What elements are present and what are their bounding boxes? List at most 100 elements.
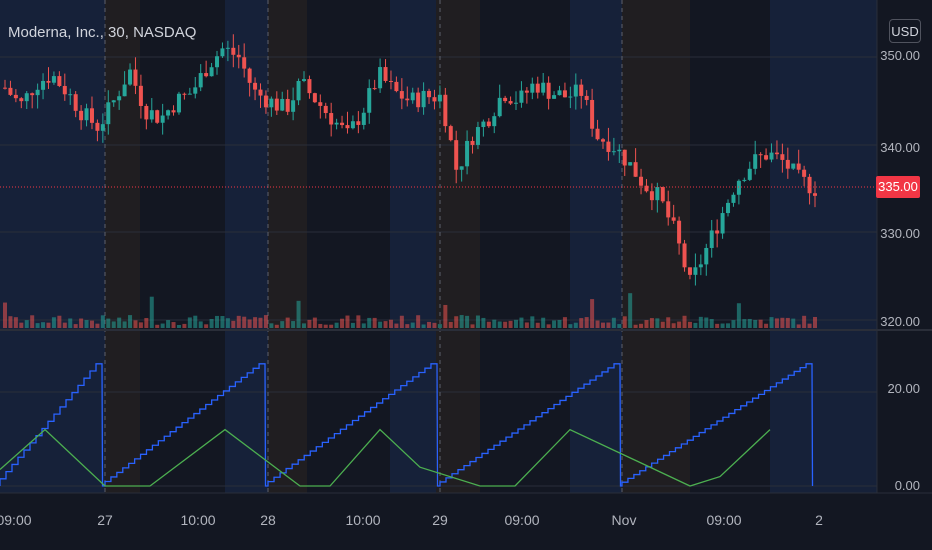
- candle-body: [149, 110, 154, 120]
- candle-body: [253, 82, 258, 90]
- volume-bar: [323, 324, 328, 328]
- volume-bar: [160, 323, 165, 328]
- session-bands: [0, 0, 877, 493]
- candle-body: [410, 92, 415, 101]
- volume-bar: [584, 317, 589, 328]
- volume-bar: [524, 322, 529, 328]
- volume-bar: [41, 322, 46, 328]
- volume-bar: [269, 323, 274, 328]
- candle-body: [280, 98, 285, 111]
- candle-body: [388, 80, 393, 82]
- candle-body: [122, 84, 127, 97]
- candle-body: [622, 149, 627, 166]
- volume-bar: [557, 320, 562, 328]
- candle-body: [813, 193, 817, 196]
- volume-bar: [176, 324, 181, 328]
- volume-bar: [345, 315, 350, 328]
- candle-body: [698, 264, 703, 268]
- candle-body: [13, 94, 18, 99]
- candle-body: [791, 163, 796, 169]
- indicator-label-0: 0.00: [894, 478, 920, 493]
- volume-bar: [372, 317, 377, 328]
- volume-bar: [35, 323, 40, 328]
- candle-body: [35, 89, 40, 96]
- candle-body: [687, 267, 692, 275]
- candle-body: [736, 180, 741, 195]
- candle-body: [41, 80, 46, 90]
- candle-body: [301, 79, 306, 81]
- volume-bar: [644, 320, 649, 328]
- session-band: [622, 0, 690, 493]
- candle-body: [693, 267, 698, 275]
- candle-body: [639, 176, 644, 186]
- volume-bar: [280, 321, 285, 328]
- volume-bar: [481, 317, 486, 328]
- candle-body: [138, 85, 143, 106]
- volume-bar: [144, 318, 149, 328]
- volume-bar: [579, 318, 584, 328]
- volume-bar: [595, 320, 600, 328]
- currency-button[interactable]: USD: [889, 19, 921, 43]
- volume-bar: [258, 317, 263, 328]
- volume-bar: [562, 317, 567, 328]
- volume-bar: [291, 321, 296, 328]
- volume-bar: [677, 321, 682, 328]
- volume-bar: [552, 320, 557, 328]
- volume-bar: [437, 324, 442, 328]
- volume-bar: [89, 320, 94, 328]
- candle-body: [454, 140, 459, 170]
- volume-bar: [307, 319, 312, 328]
- candle-body: [3, 87, 7, 89]
- volume-bar: [204, 324, 209, 328]
- volume-bar: [758, 319, 763, 328]
- candle-body: [46, 80, 51, 83]
- volume-bar: [247, 319, 252, 328]
- time-label: 27: [97, 512, 113, 528]
- volume-bar: [780, 317, 785, 328]
- candle-body: [465, 140, 470, 167]
- candle-body: [709, 230, 714, 248]
- candle-body: [546, 82, 551, 99]
- volume-bar: [209, 318, 214, 328]
- volume-bar: [508, 320, 513, 328]
- volume-bar: [742, 319, 747, 328]
- candle-body: [552, 95, 557, 99]
- candle-body: [106, 102, 111, 125]
- volume-bar: [236, 315, 241, 328]
- volume-bar: [611, 317, 616, 328]
- volume-bar: [807, 323, 812, 328]
- time-label: 09:00: [504, 512, 540, 528]
- candle-body: [530, 83, 535, 93]
- volume-bar: [546, 324, 551, 328]
- candle-body: [144, 105, 149, 120]
- volume-bar: [693, 322, 698, 328]
- symbol-title[interactable]: Moderna, Inc., 30, NASDAQ: [8, 24, 197, 41]
- candle-body: [785, 159, 790, 169]
- candle-body: [405, 98, 410, 101]
- volume-bar: [111, 321, 116, 328]
- candle-body: [475, 127, 480, 145]
- session-band: [390, 0, 436, 493]
- candle-body: [541, 82, 546, 93]
- volume-bar: [427, 321, 432, 328]
- volume-bar: [796, 324, 801, 328]
- volume-bar: [19, 322, 24, 328]
- candle-body: [600, 139, 605, 142]
- volume-bar: [421, 324, 426, 328]
- volume-bar: [726, 323, 731, 328]
- candle-body: [318, 102, 323, 106]
- candle-body: [68, 94, 73, 96]
- volume-bar: [774, 318, 779, 328]
- indicator-green-series: [0, 428, 771, 487]
- volume-bar: [541, 317, 546, 328]
- candle-body: [291, 100, 296, 112]
- candle-body: [73, 94, 78, 111]
- candle-body: [590, 99, 595, 129]
- volume-bar: [704, 317, 709, 328]
- volume-bar: [182, 323, 187, 328]
- volume-bar: [383, 321, 388, 328]
- candle-body: [166, 110, 171, 116]
- volume-bar: [378, 321, 383, 328]
- volume-bar: [68, 318, 73, 328]
